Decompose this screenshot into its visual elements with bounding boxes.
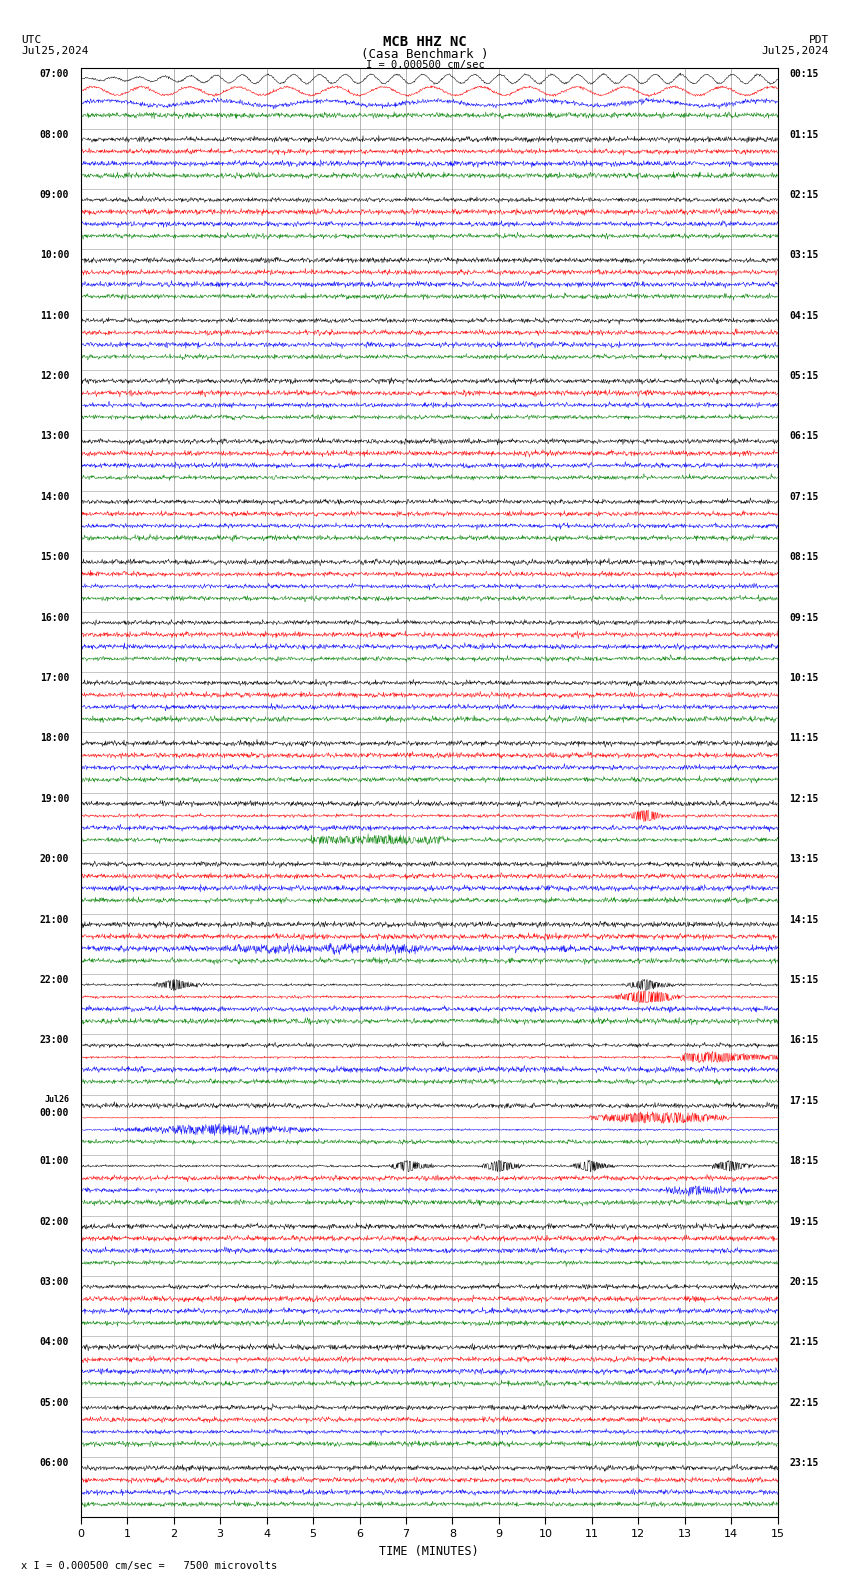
- Text: 15:00: 15:00: [40, 553, 69, 562]
- Text: 08:00: 08:00: [40, 130, 69, 139]
- Text: 19:00: 19:00: [40, 794, 69, 803]
- Text: 02:00: 02:00: [40, 1217, 69, 1226]
- Text: UTC: UTC: [21, 35, 42, 44]
- Text: 15:15: 15:15: [790, 976, 819, 985]
- Text: 22:00: 22:00: [40, 976, 69, 985]
- Text: 20:00: 20:00: [40, 854, 69, 865]
- Text: 02:15: 02:15: [790, 190, 819, 200]
- Text: 10:15: 10:15: [790, 673, 819, 683]
- Text: 06:15: 06:15: [790, 431, 819, 442]
- Text: 11:15: 11:15: [790, 733, 819, 743]
- Text: 00:00: 00:00: [40, 1109, 69, 1118]
- Text: 21:00: 21:00: [40, 914, 69, 925]
- Text: 23:15: 23:15: [790, 1459, 819, 1468]
- Text: 11:00: 11:00: [40, 310, 69, 320]
- Text: 12:00: 12:00: [40, 371, 69, 382]
- Text: MCB HHZ NC: MCB HHZ NC: [383, 35, 467, 49]
- Text: x I = 0.000500 cm/sec =   7500 microvolts: x I = 0.000500 cm/sec = 7500 microvolts: [21, 1562, 277, 1571]
- Text: Jul25,2024: Jul25,2024: [21, 46, 88, 55]
- Text: 18:00: 18:00: [40, 733, 69, 743]
- Text: PDT: PDT: [808, 35, 829, 44]
- Text: 23:00: 23:00: [40, 1036, 69, 1045]
- Text: 05:00: 05:00: [40, 1397, 69, 1408]
- Text: 04:15: 04:15: [790, 310, 819, 320]
- X-axis label: TIME (MINUTES): TIME (MINUTES): [379, 1544, 479, 1557]
- Text: 09:00: 09:00: [40, 190, 69, 200]
- Text: 08:15: 08:15: [790, 553, 819, 562]
- Text: 10:00: 10:00: [40, 250, 69, 260]
- Text: 13:15: 13:15: [790, 854, 819, 865]
- Text: 18:15: 18:15: [790, 1156, 819, 1166]
- Text: 17:00: 17:00: [40, 673, 69, 683]
- Text: 01:00: 01:00: [40, 1156, 69, 1166]
- Text: 19:15: 19:15: [790, 1217, 819, 1226]
- Text: 14:15: 14:15: [790, 914, 819, 925]
- Text: 03:00: 03:00: [40, 1277, 69, 1286]
- Text: 01:15: 01:15: [790, 130, 819, 139]
- Text: 21:15: 21:15: [790, 1337, 819, 1348]
- Text: 07:15: 07:15: [790, 493, 819, 502]
- Text: 00:15: 00:15: [790, 70, 819, 79]
- Text: 03:15: 03:15: [790, 250, 819, 260]
- Text: 16:00: 16:00: [40, 613, 69, 623]
- Text: (Casa Benchmark ): (Casa Benchmark ): [361, 48, 489, 60]
- Text: Jul25,2024: Jul25,2024: [762, 46, 829, 55]
- Text: 04:00: 04:00: [40, 1337, 69, 1348]
- Text: I = 0.000500 cm/sec: I = 0.000500 cm/sec: [366, 60, 484, 70]
- Text: 14:00: 14:00: [40, 493, 69, 502]
- Text: 17:15: 17:15: [790, 1096, 819, 1106]
- Text: 06:00: 06:00: [40, 1459, 69, 1468]
- Text: 16:15: 16:15: [790, 1036, 819, 1045]
- Text: 07:00: 07:00: [40, 70, 69, 79]
- Text: 22:15: 22:15: [790, 1397, 819, 1408]
- Text: 13:00: 13:00: [40, 431, 69, 442]
- Text: 20:15: 20:15: [790, 1277, 819, 1286]
- Text: 05:15: 05:15: [790, 371, 819, 382]
- Text: 09:15: 09:15: [790, 613, 819, 623]
- Text: 12:15: 12:15: [790, 794, 819, 803]
- Text: Jul26: Jul26: [44, 1095, 69, 1104]
